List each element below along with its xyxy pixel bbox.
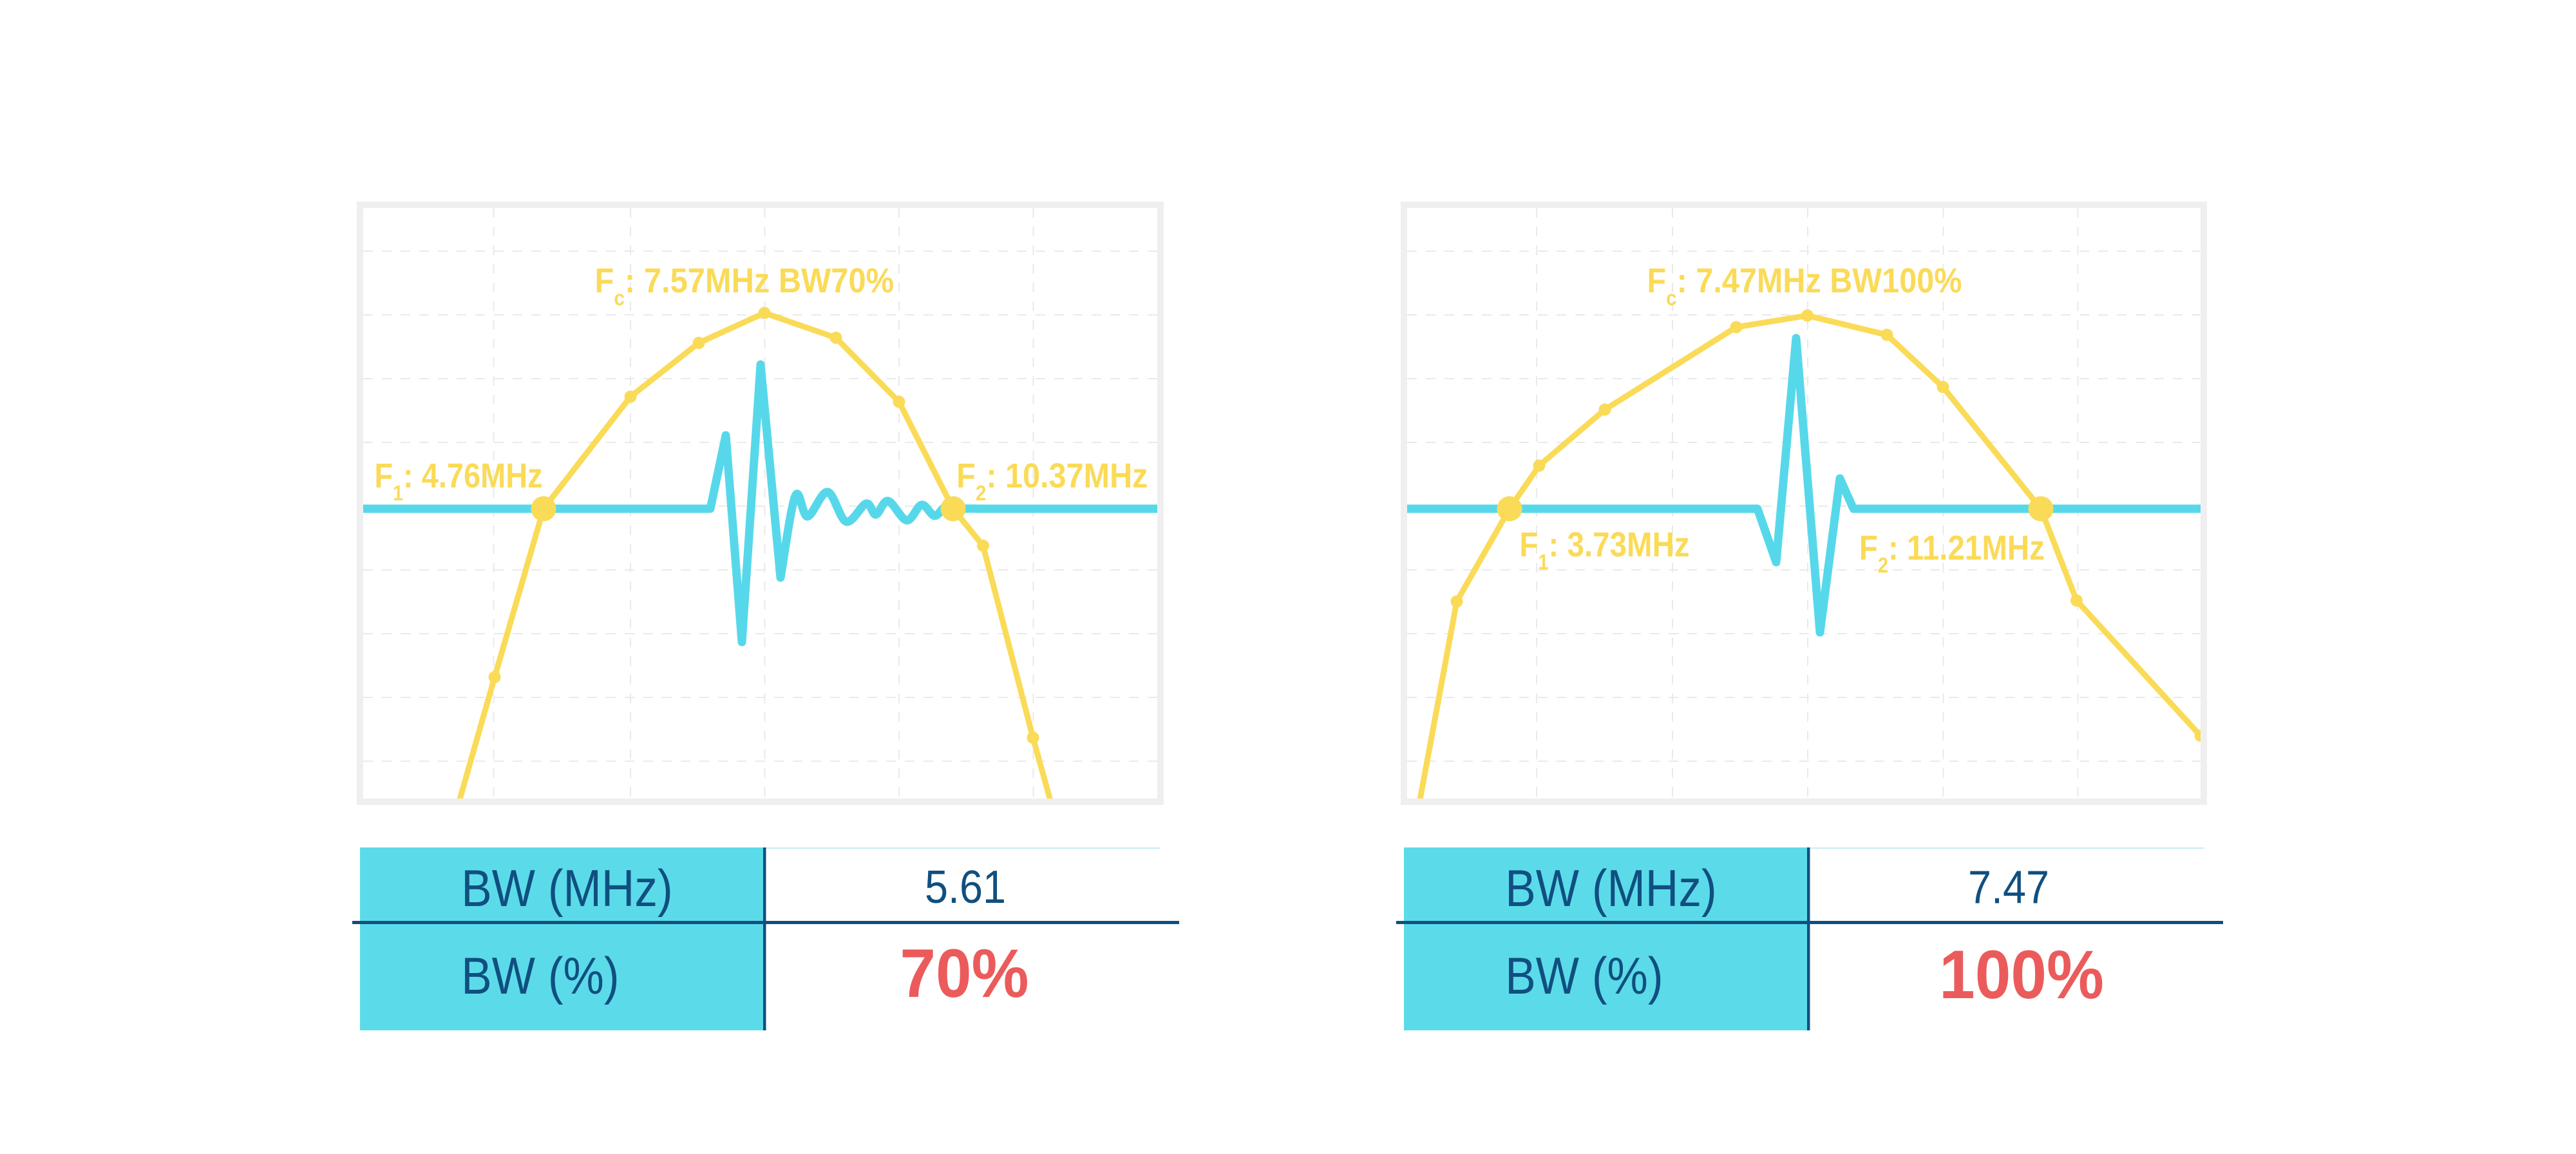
svg-text:BW (%): BW (%) (1505, 947, 1663, 1005)
svg-text:70%: 70% (900, 934, 1028, 1012)
svg-text:BW (%): BW (%) (461, 947, 619, 1005)
svg-text:5.61: 5.61 (925, 861, 1006, 913)
svg-text:BW (MHz): BW (MHz) (461, 860, 672, 918)
svg-text:100%: 100% (1939, 936, 2104, 1013)
svg-text:7.47: 7.47 (1968, 861, 2049, 913)
svg-text:BW (MHz): BW (MHz) (1505, 860, 1716, 918)
